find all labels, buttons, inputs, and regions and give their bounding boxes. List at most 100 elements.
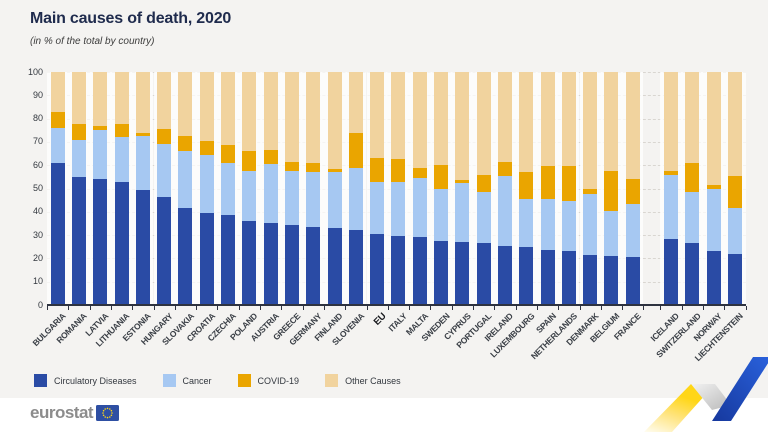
segment-covid-19: [199, 140, 214, 155]
y-axis-tick-label: 70: [32, 136, 43, 147]
x-axis-tick: [68, 306, 70, 310]
y-axis-tick-label: 80: [32, 113, 43, 124]
segment-cancer: [476, 192, 491, 244]
stacked-bar-croatia: [199, 72, 214, 305]
segment-cancer: [114, 137, 129, 182]
x-axis-tick: [132, 306, 134, 310]
segment-circulatory-diseases: [199, 212, 214, 305]
segment-covid-19: [135, 132, 150, 137]
x-axis-tick: [430, 306, 432, 310]
x-axis-tick: [579, 306, 581, 310]
segment-circulatory-diseases: [50, 162, 65, 305]
eurostat-logo: eurostat: [30, 403, 120, 423]
segment-circulatory-diseases: [71, 176, 86, 305]
segment-covid-19: [604, 171, 619, 211]
stacked-bar-switzerland: [685, 72, 700, 305]
segment-circulatory-diseases: [157, 196, 172, 305]
segment-cancer: [50, 127, 65, 163]
segment-other-causes: [306, 72, 321, 163]
x-axis-tick: [622, 306, 624, 310]
stacked-bar-finland: [327, 72, 342, 305]
x-axis-tick: [153, 306, 155, 310]
segment-circulatory-diseases: [306, 226, 321, 305]
segment-other-causes: [348, 72, 363, 133]
segment-covid-19: [50, 111, 65, 128]
x-axis-tick: [110, 306, 112, 310]
stacked-bar-portugal: [476, 72, 491, 305]
x-axis-tick: [660, 306, 662, 310]
segment-circulatory-diseases: [519, 246, 534, 305]
y-axis-tick-label: 30: [32, 229, 43, 240]
segment-other-causes: [497, 72, 512, 162]
stacked-bar-cyprus: [455, 72, 470, 305]
bar-slot-czechia: [217, 72, 239, 305]
segment-covid-19: [263, 150, 278, 165]
segment-circulatory-diseases: [561, 251, 576, 305]
bar-slot-poland: [238, 72, 260, 305]
stacked-bar-poland: [242, 72, 257, 305]
x-axis-tick: [494, 306, 496, 310]
segment-cancer: [221, 162, 236, 216]
stacked-bar-slovakia: [178, 72, 193, 305]
segment-cancer: [604, 210, 619, 257]
legend-swatch: [162, 374, 176, 387]
legend-label: Cancer: [182, 375, 212, 386]
bar-slot-slovakia: [174, 72, 197, 305]
x-axis-tick: [409, 306, 411, 310]
segment-other-causes: [284, 72, 299, 162]
stacked-bar-norway: [706, 72, 721, 305]
bar-slot-greece: [281, 72, 303, 305]
segment-circulatory-diseases: [434, 240, 449, 305]
bar-slot-bulgaria: [47, 72, 69, 305]
segment-cancer: [306, 172, 321, 227]
segment-other-causes: [604, 72, 619, 172]
segment-circulatory-diseases: [727, 253, 742, 305]
segment-circulatory-diseases: [93, 179, 108, 305]
x-axis-tick: [745, 306, 747, 310]
y-axis-tick-label: 10: [32, 276, 43, 287]
stacked-bar-sweden: [434, 72, 449, 305]
x-axis-tick: [196, 306, 198, 310]
segment-circulatory-diseases: [625, 257, 640, 305]
x-axis-tick: [473, 306, 474, 310]
stacked-bar-france: [625, 72, 640, 305]
y-axis-tick-label: 100: [27, 66, 43, 77]
segment-covid-19: [157, 129, 172, 145]
segment-cancer: [157, 144, 172, 197]
segment-circulatory-diseases: [221, 215, 236, 305]
segment-cancer: [327, 172, 342, 229]
segment-covid-19: [455, 180, 470, 183]
segment-cancer: [685, 192, 700, 244]
segment-other-causes: [157, 72, 172, 130]
segment-covid-19: [178, 136, 193, 152]
y-axis-tick-label: 60: [32, 159, 43, 170]
segment-other-causes: [135, 72, 150, 133]
segment-cancer: [348, 167, 363, 231]
footer-bar: [0, 398, 768, 432]
bar-slot-portugal: [473, 72, 495, 305]
x-axis-tick: [387, 306, 389, 310]
segment-circulatory-diseases: [178, 208, 193, 305]
segment-covid-19: [114, 124, 129, 138]
segment-covid-19: [664, 171, 679, 175]
stacked-bar-czechia: [221, 72, 236, 305]
x-axis-tick: [681, 306, 683, 310]
segment-circulatory-diseases: [242, 221, 257, 305]
page-title: Main causes of death, 2020: [30, 10, 232, 27]
segment-circulatory-diseases: [327, 228, 342, 305]
bar-slot-finland: [323, 72, 346, 305]
x-axis-tick: [323, 306, 325, 310]
page-subtitle: (in % of the total by country): [30, 36, 155, 47]
segment-cancer: [540, 199, 555, 251]
legend-swatch: [325, 374, 339, 387]
segment-covid-19: [519, 172, 534, 199]
segment-circulatory-diseases: [412, 237, 427, 305]
bar-slot-denmark: [579, 72, 601, 305]
segment-other-causes: [370, 72, 385, 159]
segment-circulatory-diseases: [348, 230, 363, 305]
x-axis-tick: [536, 306, 538, 310]
stacked-bar-luxembourg: [519, 72, 534, 305]
segment-cancer: [561, 201, 576, 252]
segment-other-causes: [50, 72, 65, 112]
x-axis-tick: [643, 306, 645, 310]
